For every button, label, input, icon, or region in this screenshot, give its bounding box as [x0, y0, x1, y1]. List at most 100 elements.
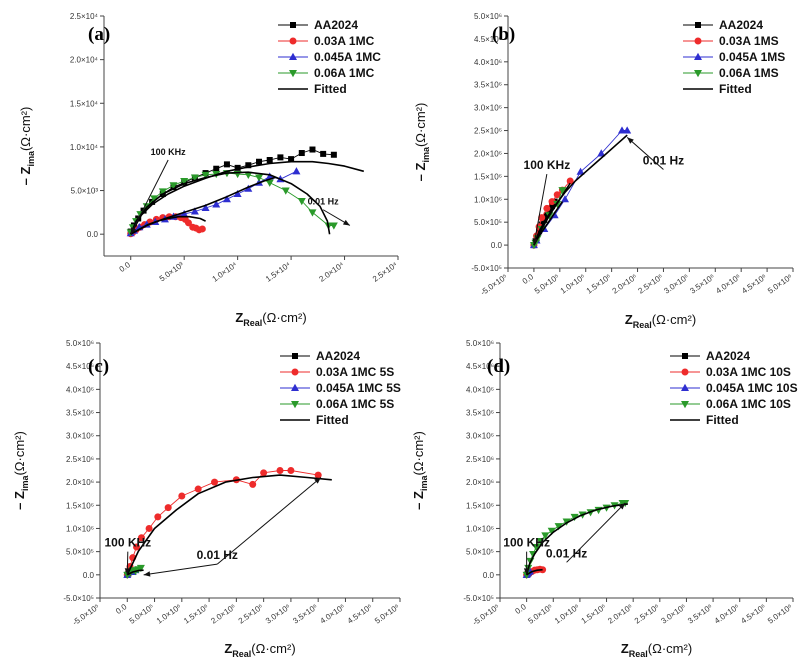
y-tick-label: -5.0×10⁵: [471, 264, 502, 273]
data-point: [244, 171, 253, 180]
data-point: [194, 485, 202, 493]
y-tick-label: 3.5×10⁶: [66, 409, 94, 418]
data-point: [566, 177, 574, 185]
data-point: [265, 179, 274, 187]
y-tick-label: 2.0×10⁴: [70, 56, 99, 65]
data-point: [154, 513, 162, 521]
data-point: [198, 225, 206, 233]
data-point: [681, 383, 689, 391]
data-point: [211, 478, 219, 486]
data-point: [291, 368, 299, 376]
data-point: [184, 219, 192, 227]
x-axis-title: ZReal(Ω·cm²): [224, 641, 295, 659]
fitted-curve: [129, 171, 331, 235]
data-point: [539, 566, 547, 574]
plot-area: [522, 499, 630, 580]
data-point: [201, 171, 210, 180]
legend-label: Fitted: [314, 82, 347, 96]
y-axis-title: – Zima(Ω·cm²): [18, 107, 36, 186]
y-tick-label: 0.0: [483, 571, 495, 580]
legend-label: AA2024: [316, 349, 360, 363]
data-point: [164, 504, 172, 512]
y-tick-label: 3.0×10⁶: [466, 432, 494, 441]
data-point: [532, 544, 541, 552]
y-tick-label: 1.5×10⁶: [66, 501, 94, 510]
y-tick-label: 2.5×10⁴: [70, 12, 99, 21]
data-point: [623, 126, 632, 134]
y-tick-label: 1.5×10⁴: [70, 99, 99, 108]
data-point: [145, 524, 153, 532]
data-point: [298, 150, 305, 157]
legend-label: Fitted: [316, 413, 349, 427]
y-tick-label: 2.5×10⁶: [66, 455, 94, 464]
y-tick-label: 2.0×10⁶: [66, 478, 94, 487]
data-point: [276, 467, 284, 474]
data-point: [288, 156, 295, 163]
y-tick-label: 5.0×10⁶: [66, 339, 94, 348]
annotation-arrow: [322, 209, 351, 226]
legend-entry: AA2024: [670, 349, 750, 363]
data-point: [543, 212, 550, 219]
legend: AA2024 0.03A 1MC 5S 0.045A 1MC 5S 0.06A 1MC…: [280, 349, 401, 427]
annotation-arrow: [130, 159, 169, 235]
y-tick-label: 1.5×10⁶: [466, 501, 494, 510]
annotation-arrow: [532, 173, 548, 246]
y-tick-label: 4.5×10⁶: [466, 362, 494, 371]
y-tick-label: 3.0×10⁶: [474, 104, 502, 113]
data-point: [180, 177, 189, 186]
annotation-label: 0.01 Hz: [197, 548, 238, 562]
legend-label: AA2024: [314, 18, 358, 32]
data-point: [256, 158, 263, 165]
data-point: [281, 187, 290, 195]
data-point: [233, 189, 242, 198]
annotation-arrow: [626, 137, 664, 170]
data-point: [561, 195, 569, 203]
annotation-label: 100 KHz: [524, 158, 571, 172]
legend-entry: AA2024: [278, 18, 358, 32]
fit-line: [130, 160, 365, 235]
data-point: [260, 469, 268, 477]
annotation-label: 0.01 Hz: [308, 197, 340, 207]
data-point: [694, 37, 702, 45]
data-point: [244, 184, 253, 192]
legend-label: 0.03A 1MS: [719, 34, 779, 48]
data-point: [190, 207, 199, 215]
data-point: [694, 70, 702, 78]
annotation-label: 0.01 Hz: [546, 546, 587, 560]
data-point: [180, 209, 189, 218]
data-point: [554, 523, 563, 531]
data-point: [287, 467, 295, 474]
data-point: [695, 22, 701, 28]
y-tick-label: 4.0×10⁶: [466, 385, 494, 394]
y-tick-label: -5.0×10⁵: [63, 594, 94, 603]
y-tick-label: 2.0×10⁶: [474, 149, 502, 158]
data-point: [570, 513, 579, 522]
legend-label: Fitted: [719, 82, 752, 96]
data-point: [292, 167, 301, 175]
fitted-curve: [525, 503, 629, 576]
data-point: [329, 222, 338, 230]
legend-label: 0.045A 1MC 5S: [316, 381, 401, 395]
y-tick-label: 5.0×10³: [71, 187, 99, 196]
panel-label: (c): [88, 356, 109, 377]
legend-label: AA2024: [706, 349, 750, 363]
data-point: [213, 165, 220, 172]
fitted-curve: [126, 569, 144, 576]
y-tick-label: 4.5×10⁶: [66, 362, 94, 371]
legend-label: 0.06A 1MC 10S: [706, 397, 791, 411]
data-point: [543, 204, 551, 212]
fit-line: [525, 503, 629, 576]
annotation-arrow: [216, 477, 322, 565]
data-point: [245, 162, 252, 169]
data-point: [223, 161, 230, 168]
data-point: [222, 195, 231, 203]
data-point: [150, 195, 159, 203]
y-tick-label: 5.0×10⁶: [474, 12, 502, 21]
y-tick-label: 3.0×10⁶: [66, 432, 94, 441]
legend-entry: Fitted: [683, 82, 752, 96]
legend-label: 0.045A 1MC: [314, 50, 381, 64]
y-tick-label: 1.5×10⁶: [474, 172, 502, 181]
data-point: [538, 214, 546, 222]
annotation-arrow: [566, 502, 626, 563]
data-point: [309, 146, 316, 153]
